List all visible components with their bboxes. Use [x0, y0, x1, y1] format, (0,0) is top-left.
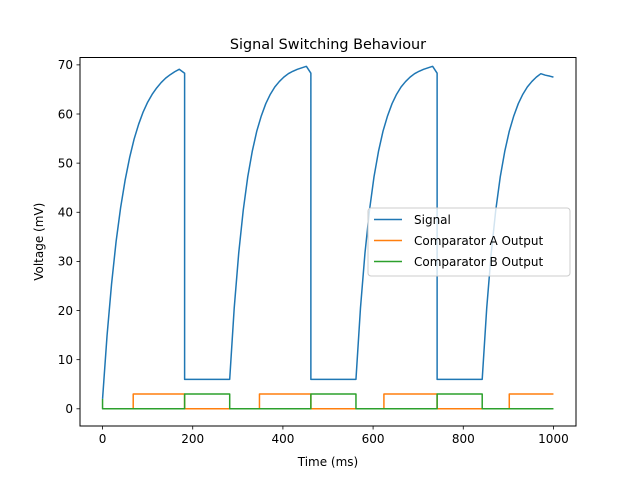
y-tick-label: 40	[58, 206, 73, 220]
legend-box	[367, 207, 571, 277]
x-tick-label: 200	[181, 432, 204, 446]
x-tick-label: 0	[99, 432, 107, 446]
x-tick-label: 400	[271, 432, 294, 446]
y-tick-label: 60	[58, 107, 73, 121]
legend: Signal Comparator A Output Comparator B Ou…	[367, 207, 571, 277]
x-tick-label: 600	[362, 432, 385, 446]
y-axis-label: Voltage (mV)	[32, 203, 46, 281]
y-tick-label: 50	[58, 156, 73, 170]
y-tick-label: 70	[58, 58, 73, 72]
y-tick-label: 0	[65, 402, 73, 416]
x-tick-label: 800	[452, 432, 475, 446]
legend-label-3: Comparator B Output	[414, 255, 543, 269]
x-axis: 0 200 400 600 800 1000	[99, 426, 569, 446]
legend-label-1: Signal	[414, 213, 451, 227]
y-tick-label: 10	[58, 353, 73, 367]
series-line-3	[101, 393, 554, 410]
y-tick-label: 20	[58, 304, 73, 318]
chart-title: Signal Switching Behaviour	[230, 37, 426, 53]
series-line-2	[102, 393, 554, 410]
y-axis: 0 10 20 30 40 50 60 70	[58, 58, 80, 416]
x-tick-label: 1000	[538, 432, 569, 446]
legend-label-2: Comparator A Output	[414, 234, 543, 248]
x-axis-label: Time (ms)	[297, 455, 359, 469]
plot-frame	[79, 57, 577, 427]
y-tick-label: 30	[58, 255, 73, 269]
